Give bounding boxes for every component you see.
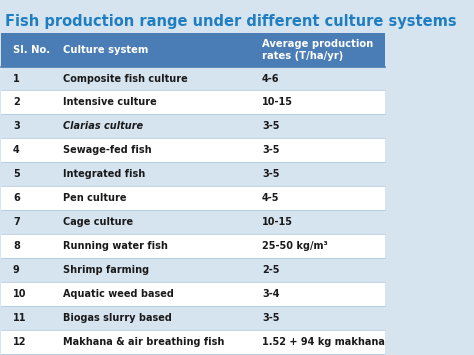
Text: 3-5: 3-5 — [262, 313, 280, 323]
Text: 2-5: 2-5 — [262, 265, 280, 275]
Text: 9: 9 — [13, 265, 19, 275]
Text: Pen culture: Pen culture — [63, 193, 126, 203]
FancyBboxPatch shape — [1, 162, 385, 186]
Text: 4: 4 — [13, 145, 19, 155]
Text: 3-4: 3-4 — [262, 289, 280, 299]
FancyBboxPatch shape — [1, 91, 385, 114]
FancyBboxPatch shape — [1, 138, 385, 162]
FancyBboxPatch shape — [1, 258, 385, 282]
Text: 1.52 + 94 kg makhana: 1.52 + 94 kg makhana — [262, 337, 385, 346]
Text: Clarias culture: Clarias culture — [63, 121, 143, 131]
Text: 5: 5 — [13, 169, 19, 179]
Text: 11: 11 — [13, 313, 27, 323]
Text: 4-5: 4-5 — [262, 193, 280, 203]
FancyBboxPatch shape — [1, 306, 385, 330]
Text: 10-15: 10-15 — [262, 217, 293, 227]
FancyBboxPatch shape — [1, 330, 385, 354]
Text: 7: 7 — [13, 217, 19, 227]
Text: 6: 6 — [13, 193, 19, 203]
FancyBboxPatch shape — [1, 282, 385, 306]
Text: Sewage-fed fish: Sewage-fed fish — [63, 145, 151, 155]
Text: 3-5: 3-5 — [262, 121, 280, 131]
Text: Cage culture: Cage culture — [63, 217, 133, 227]
FancyBboxPatch shape — [1, 210, 385, 234]
Text: Biogas slurry based: Biogas slurry based — [63, 313, 172, 323]
Text: Sl. No.: Sl. No. — [13, 45, 50, 55]
Text: Makhana & air breathing fish: Makhana & air breathing fish — [63, 337, 224, 346]
Text: Average production
rates (T/ha/yr): Average production rates (T/ha/yr) — [262, 39, 373, 61]
Text: Culture system: Culture system — [63, 45, 148, 55]
Text: Integrated fish: Integrated fish — [63, 169, 145, 179]
Text: 10-15: 10-15 — [262, 97, 293, 108]
Text: Fish production range under different culture systems: Fish production range under different cu… — [5, 14, 457, 29]
Text: Running water fish: Running water fish — [63, 241, 168, 251]
Text: 3-5: 3-5 — [262, 145, 280, 155]
Text: Aquatic weed based: Aquatic weed based — [63, 289, 173, 299]
Text: Intensive culture: Intensive culture — [63, 97, 156, 108]
Text: Composite fish culture: Composite fish culture — [63, 73, 187, 83]
Text: 2: 2 — [13, 97, 19, 108]
FancyBboxPatch shape — [1, 33, 385, 66]
Text: Shrimp farming: Shrimp farming — [63, 265, 149, 275]
Text: 12: 12 — [13, 337, 27, 346]
Text: 10: 10 — [13, 289, 27, 299]
Text: 8: 8 — [13, 241, 20, 251]
Text: 3-5: 3-5 — [262, 169, 280, 179]
Text: 1: 1 — [13, 73, 19, 83]
Text: 3: 3 — [13, 121, 19, 131]
FancyBboxPatch shape — [1, 186, 385, 210]
FancyBboxPatch shape — [1, 234, 385, 258]
FancyBboxPatch shape — [1, 114, 385, 138]
FancyBboxPatch shape — [1, 66, 385, 91]
Text: 25-50 kg/m³: 25-50 kg/m³ — [262, 241, 328, 251]
Text: 4-6: 4-6 — [262, 73, 280, 83]
